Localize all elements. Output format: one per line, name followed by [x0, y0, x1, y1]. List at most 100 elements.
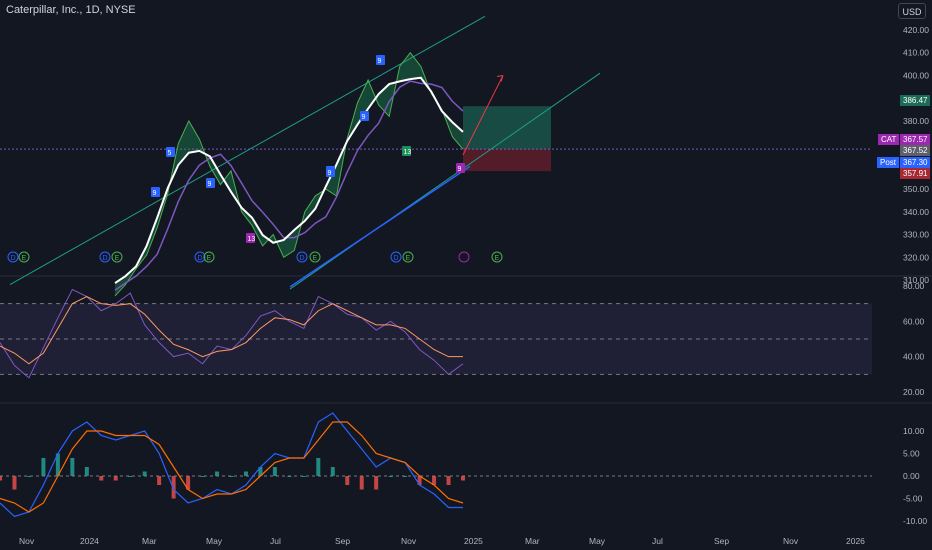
dividend-icon	[194, 251, 206, 263]
macd-histogram-bar	[345, 476, 350, 485]
slow-ma-line	[114, 80, 464, 291]
earnings-icon	[111, 251, 123, 263]
post-price-tag: 367.30	[900, 157, 931, 168]
macd-histogram-bar	[55, 453, 60, 476]
event-icon-label: D	[394, 255, 399, 262]
macd-histogram-bar	[403, 476, 408, 477]
time-axis-tick: May	[206, 536, 223, 546]
macd-histogram-bar	[113, 476, 118, 481]
macd-signal-line	[0, 421, 464, 513]
signal-marker-label: 13	[404, 149, 412, 156]
macd-line	[0, 412, 463, 518]
rsi-axis-tick: 80.00	[903, 281, 925, 291]
macd-histogram-bar	[258, 467, 263, 476]
macd-histogram-bar	[84, 467, 89, 476]
cat-label-tag: CAT	[878, 134, 900, 145]
dividend-icon	[7, 251, 19, 263]
event-icon-label: D	[300, 255, 305, 262]
macd-histogram-bar	[41, 458, 46, 476]
time-axis-tick: 2026	[846, 536, 865, 546]
macd-axis-tick: 10.00	[903, 426, 925, 436]
event-icon-label: D	[198, 255, 203, 262]
event-icon-label: E	[406, 255, 411, 262]
target-zone	[463, 106, 551, 150]
support-line	[289, 165, 471, 288]
macd-histogram-bar	[142, 471, 147, 476]
event-icon-label: D	[11, 255, 16, 262]
price-series-line	[114, 51, 464, 297]
target-price-tag: 386.47	[900, 95, 931, 106]
event-icon-label: E	[313, 255, 318, 262]
fast-ma-line	[114, 76, 464, 284]
post-label-tag: Post	[877, 157, 900, 168]
time-axis-tick: Mar	[525, 536, 540, 546]
signal-marker	[246, 233, 255, 243]
macd-histogram-bar	[128, 476, 133, 477]
macd-histogram-bar	[26, 476, 31, 477]
macd-histogram-bar	[200, 476, 205, 477]
macd-histogram-bar	[374, 476, 379, 490]
macd-histogram-bar	[417, 476, 422, 485]
time-axis-tick: Mar	[142, 536, 157, 546]
price-axis-tick: 420.00	[903, 25, 929, 35]
price-axis-tick: 330.00	[903, 230, 929, 240]
signal-marker	[456, 163, 465, 173]
price-axis-tick: 320.00	[903, 252, 929, 262]
signal-marker-label: 9	[328, 170, 332, 177]
rsi-axis-tick: 60.00	[903, 316, 925, 326]
stop-price-tag: 357.91	[900, 168, 931, 179]
macd-histogram-bar	[432, 476, 437, 485]
signal-marker-label: 9	[153, 190, 157, 197]
macd-histogram-bar	[287, 476, 292, 477]
time-axis-tick: Jul	[652, 536, 663, 546]
price-axis-tick: 340.00	[903, 207, 929, 217]
event-icon-label: E	[495, 255, 500, 262]
signal-marker	[151, 187, 160, 197]
macd-histogram-bar	[330, 467, 335, 476]
time-axis-tick: 2025	[464, 536, 483, 546]
macd-histogram-bar	[70, 458, 75, 476]
time-axis-tick: Nov	[783, 536, 799, 546]
macd-axis-tick: -10.00	[903, 516, 927, 526]
macd-histogram-bar	[301, 476, 306, 477]
macd-histogram-bar	[243, 471, 248, 476]
ticker-title: Caterpillar, Inc., 1D, NYSE	[6, 4, 136, 16]
dividend-icon	[390, 251, 402, 263]
time-axis-tick: Sep	[714, 536, 729, 546]
dividend-icon	[296, 251, 308, 263]
macd-histogram-bar	[157, 476, 162, 485]
macd-histogram-bar	[186, 476, 191, 490]
cat-price-tag: 367.57	[900, 134, 931, 145]
projection-arrow	[462, 75, 504, 156]
signal-marker	[402, 146, 411, 156]
macd-histogram-bar	[359, 476, 364, 490]
signal-marker	[360, 111, 369, 121]
upper-trend-line	[9, 15, 486, 285]
macd-histogram-bar	[446, 476, 451, 485]
signal-marker	[206, 178, 215, 188]
event-icon-label: E	[207, 255, 212, 262]
macd-histogram-bar	[99, 476, 104, 481]
stop-zone	[463, 149, 551, 172]
macd-histogram-bar	[316, 458, 321, 476]
time-axis-tick: Nov	[401, 536, 417, 546]
lightning-event-icon	[458, 251, 470, 263]
signal-marker-label: 13	[248, 236, 256, 243]
macd-histogram-bar	[0, 476, 2, 481]
signal-marker-label: 9	[458, 166, 462, 173]
price-axis-tick: 350.00	[903, 184, 929, 194]
event-icon-label: E	[22, 255, 27, 262]
macd-histogram-bar	[461, 476, 465, 481]
currency-button[interactable]: USD	[898, 3, 926, 19]
price-axis-tick: 310.00	[903, 275, 929, 285]
macd-axis-tick: -5.00	[903, 494, 923, 504]
macd-histogram-bar	[215, 471, 220, 476]
signal-marker-label: 9	[362, 114, 366, 121]
time-axis-tick: Jul	[270, 536, 281, 546]
signal-marker-label: 9	[208, 181, 212, 188]
price-axis-tick: 410.00	[903, 48, 929, 58]
rsi-axis-tick: 40.00	[903, 352, 925, 362]
time-axis-tick: Sep	[335, 536, 350, 546]
macd-histogram-bar	[12, 476, 17, 490]
